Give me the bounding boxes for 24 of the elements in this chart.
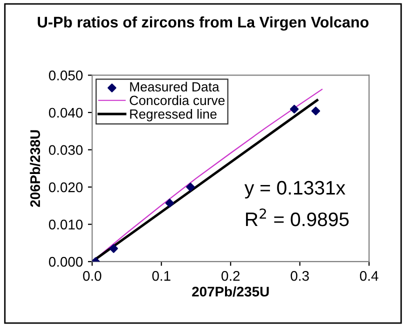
- point: [165, 198, 174, 208]
- x-tick-label: 0.3: [290, 270, 309, 281]
- x-tick-label: 0.0: [83, 270, 102, 281]
- point: [109, 244, 118, 253]
- y-tick-label: 0.020: [48, 182, 83, 192]
- annotation: y = 0.1331x: [244, 180, 346, 199]
- y-tick-label: 0.040: [48, 108, 83, 118]
- point: [186, 182, 195, 192]
- point: [290, 104, 299, 114]
- y-axis-title: 206Pb/238U: [30, 130, 40, 207]
- y-tick-label: 0.030: [48, 145, 83, 155]
- y-tick-label: 0.050: [48, 70, 83, 80]
- y-tick-label: 0.010: [48, 220, 83, 230]
- x-tick-label: 0.4: [360, 270, 378, 281]
- legend-label: Measured Data: [130, 82, 220, 92]
- y-tick-label: 0.000: [48, 256, 83, 267]
- x-tick-label: 0.2: [222, 270, 240, 281]
- legend-label: Regressed line: [130, 109, 217, 122]
- chart-title: U-Pb ratios of zircons from La Virgen Volcano: [38, 16, 369, 31]
- legend-label: Concordia curve: [130, 95, 225, 106]
- x-tick-label: 0.1: [152, 270, 170, 281]
- x-axis-title: 207Pb/235U: [192, 286, 269, 297]
- point: [311, 106, 320, 116]
- annotation: R$^{2}$ = 0.9895: [246, 208, 349, 226]
